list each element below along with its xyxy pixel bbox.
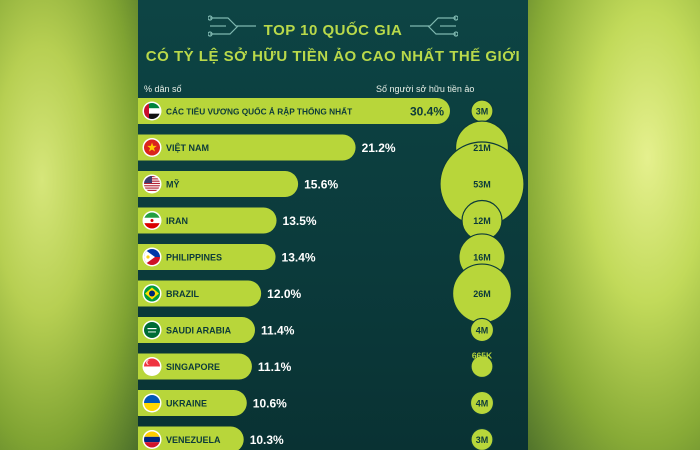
category-label: UKRAINE xyxy=(166,398,207,408)
category-label: PHILIPPINES xyxy=(166,252,222,262)
bubble-label: 12M xyxy=(473,216,491,226)
bar-row: SAUDI ARABIA 11.4% xyxy=(138,317,295,343)
category-label: VIỆT NAM xyxy=(166,142,209,153)
value-label: 13.5% xyxy=(283,214,317,228)
right-column-label: Số người sở hữu tiền ảo xyxy=(376,84,475,94)
bubble-mark xyxy=(469,317,495,343)
bar-mark xyxy=(138,171,299,197)
vietnam-flag-icon xyxy=(142,138,162,157)
bubble-label: 4M xyxy=(476,399,489,409)
category-label: SAUDI ARABIA xyxy=(166,325,232,335)
blurred-background-left xyxy=(0,0,140,450)
crypto-ownership-chart: 3M 21M 53M 12M 16M 26M 4M 665K 4M 3M CÁC TIỂU VƯƠN… xyxy=(138,98,525,450)
bar-row: BRAZIL 12.0% xyxy=(138,280,302,307)
circuit-decoration-right-icon xyxy=(410,15,458,37)
category-label: VENEZUELA xyxy=(166,435,221,445)
bubble-label: 4M xyxy=(476,326,489,336)
value-label: 10.6% xyxy=(253,397,287,411)
blurred-background-right xyxy=(525,0,700,450)
value-label: 13.4% xyxy=(282,251,316,265)
bar-row: UKRAINE 10.6% xyxy=(138,390,287,416)
category-label: CÁC TIỂU VƯƠNG QUỐC Ả RẬP THỐNG NHẤT xyxy=(166,105,352,116)
category-label: MỸ xyxy=(166,179,180,189)
value-label: 11.1% xyxy=(258,360,292,374)
bubble-label: 16M xyxy=(473,253,491,263)
brazil-flag-icon xyxy=(142,284,162,303)
category-label: SINGAPORE xyxy=(166,362,220,372)
title-line-1: TOP 10 QUỐC GIA xyxy=(263,22,403,39)
bubble-label: 26M xyxy=(473,289,491,299)
bubble-label: 53M xyxy=(473,180,491,190)
ukraine-flag-icon xyxy=(142,393,162,413)
bar-mark xyxy=(138,390,247,416)
bar-mark xyxy=(138,207,277,234)
bar-row: VENEZUELA 10.3% xyxy=(138,426,284,450)
value-label: 21.2% xyxy=(362,141,396,155)
bar-mark xyxy=(138,353,252,380)
category-label: IRAN xyxy=(166,216,188,226)
bubble-label: 3M xyxy=(476,107,489,117)
bar-row: VIỆT NAM 21.2% xyxy=(138,134,396,161)
bar-row: SINGAPORE 11.1% xyxy=(138,353,292,380)
saudi-arabia-flag-icon xyxy=(142,320,162,340)
iran-flag-icon xyxy=(142,211,162,230)
bar-mark xyxy=(138,134,356,161)
title-line-2: CÓ TỶ LỆ SỞ HỮU TIỀN ẢO CAO NHẤT THẾ GIỚ… xyxy=(145,48,521,65)
bubble-mark xyxy=(470,427,494,450)
bar-row: MỸ 15.6% xyxy=(138,171,338,197)
bubble-series: 3M 21M 53M 12M 16M 26M 4M 665K 4M 3M xyxy=(439,99,525,450)
philippines-flag-icon xyxy=(142,247,162,267)
value-label: 30.4% xyxy=(410,105,444,119)
uae-flag-icon xyxy=(142,101,162,121)
value-label: 12.0% xyxy=(267,287,301,301)
bar-row: PHILIPPINES 13.4% xyxy=(138,244,316,270)
bubble-mark xyxy=(470,354,494,379)
singapore-flag-icon xyxy=(142,357,162,376)
bubble-label: 3M xyxy=(476,435,489,445)
bubble-label: 21M xyxy=(473,143,491,153)
bar-mark xyxy=(138,317,255,343)
value-label: 15.6% xyxy=(304,178,338,192)
bubble-label: 665K xyxy=(472,351,493,361)
venezuela-flag-icon xyxy=(142,430,162,449)
value-label: 11.4% xyxy=(261,324,295,338)
infographic-panel: TOP 10 QUỐC GIA CÓ TỶ LỆ SỞ HỮU TIỀN ẢO … xyxy=(138,0,528,450)
bubble-mark xyxy=(469,390,495,416)
category-label: BRAZIL xyxy=(166,289,199,299)
bar-mark xyxy=(138,280,262,307)
usa-flag-icon xyxy=(142,174,162,194)
bar-mark xyxy=(138,98,450,124)
bar-mark xyxy=(138,244,276,270)
left-column-label: % dân số xyxy=(144,84,182,94)
bar-row: CÁC TIỂU VƯƠNG QUỐC Ả RẬP THỐNG NHẤT 30.4… xyxy=(138,98,450,124)
circuit-decoration-left-icon xyxy=(208,15,256,37)
bar-mark xyxy=(138,426,244,450)
bar-row: IRAN 13.5% xyxy=(138,207,317,234)
value-label: 10.3% xyxy=(250,433,284,447)
